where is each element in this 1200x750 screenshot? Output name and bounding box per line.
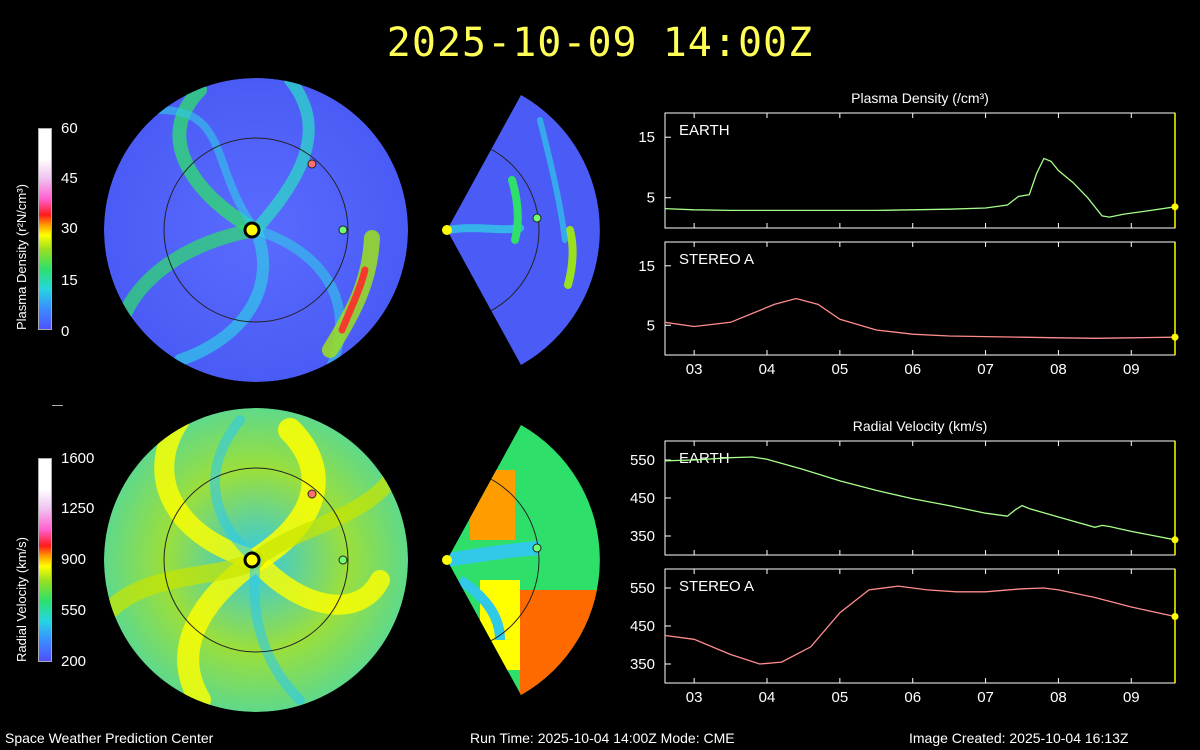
sun-marker: [442, 225, 452, 235]
density-tick: 30: [61, 220, 78, 237]
density-colorbar: [38, 128, 52, 330]
stereo-a-marker: [307, 489, 317, 499]
density-tick: 15: [61, 272, 78, 289]
velocity-tick: 1250: [61, 500, 95, 517]
earth-marker: [532, 543, 542, 553]
density-tick: 0: [61, 323, 70, 340]
velocity-tick: 1600: [61, 450, 95, 467]
earth-marker: [338, 225, 348, 235]
separator-dash: [52, 405, 63, 406]
density-tick: 45: [61, 170, 78, 187]
footer-created: Image Created: 2025-10-04 16:13Z: [909, 730, 1129, 746]
stereo-a-marker: [307, 159, 317, 169]
earth-marker: [532, 213, 542, 223]
footer-organization: Space Weather Prediction Center: [5, 730, 214, 746]
velocity-colorbar: [38, 458, 52, 662]
density-tick: 60: [61, 120, 78, 137]
sun-marker: [442, 555, 452, 565]
sun-marker: [243, 221, 261, 239]
earth-marker: [338, 555, 348, 565]
forecast-time-title: 2025-10-09 14:00Z: [386, 20, 814, 66]
velocity-plot-title: Radial Velocity (km/s): [852, 418, 988, 434]
velocity-tick: 200: [61, 653, 87, 670]
density-plot-title: Plasma Density (/cm³): [851, 90, 989, 106]
sun-marker: [243, 551, 261, 569]
footer-run-info: Run Time: 2025-10-04 14:00Z Mode: CME: [470, 730, 735, 746]
velocity-tick: 550: [61, 602, 87, 619]
velocity-tick: 900: [61, 551, 87, 568]
